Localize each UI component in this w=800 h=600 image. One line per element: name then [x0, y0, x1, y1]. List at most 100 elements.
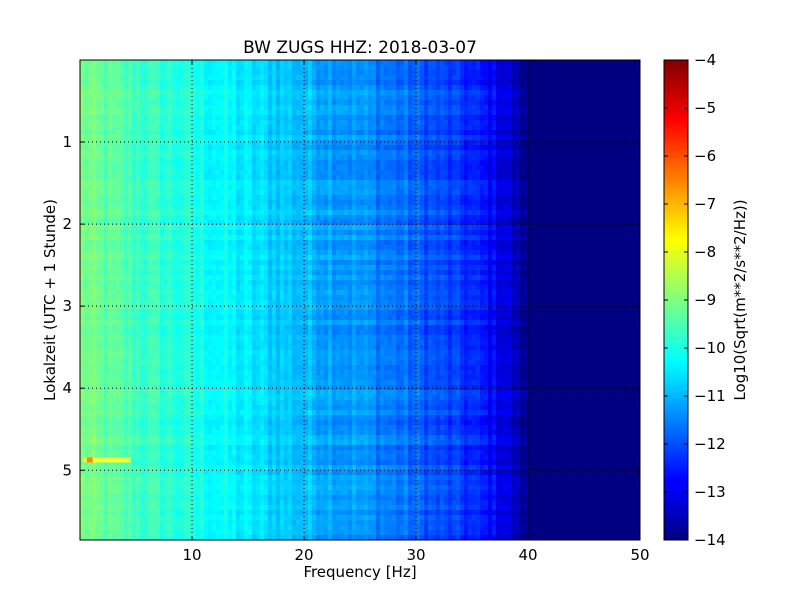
heatmap-cell — [116, 235, 121, 241]
heatmap-cell — [376, 215, 381, 221]
heatmap-cell — [512, 215, 517, 221]
heatmap-cell — [152, 230, 157, 236]
heatmap-cell — [628, 75, 633, 81]
heatmap-cell — [240, 85, 245, 91]
heatmap-cell — [312, 170, 317, 176]
heatmap-cell — [392, 165, 397, 171]
heatmap-cell — [384, 80, 389, 86]
heatmap-cell — [196, 75, 201, 81]
heatmap-cell — [280, 125, 285, 131]
heatmap-cell — [564, 125, 569, 131]
heatmap-cell — [268, 145, 273, 151]
heatmap-cell — [392, 110, 397, 116]
heatmap-cell — [584, 120, 589, 126]
heatmap-cell — [276, 135, 281, 141]
heatmap-cell — [164, 160, 169, 166]
heatmap-cell — [480, 140, 485, 146]
heatmap-cell — [104, 60, 109, 66]
heatmap-cell — [172, 155, 177, 161]
heatmap-cell — [340, 175, 345, 181]
heatmap-cell — [84, 115, 89, 121]
heatmap-cell — [564, 180, 569, 186]
heatmap-cell — [468, 220, 473, 226]
heatmap-cell — [340, 205, 345, 211]
heatmap-cell — [108, 75, 113, 81]
heatmap-cell — [504, 85, 509, 91]
heatmap-cell — [384, 200, 389, 206]
heatmap-cell — [300, 85, 305, 91]
heatmap-cell — [256, 100, 261, 106]
heatmap-cell — [448, 205, 453, 211]
heatmap-cell — [584, 185, 589, 191]
heatmap-cell — [324, 135, 329, 141]
heatmap-cell — [600, 195, 605, 201]
heatmap-cell — [356, 90, 361, 96]
heatmap-cell — [88, 235, 93, 241]
heatmap-cell — [340, 65, 345, 71]
heatmap-cell — [136, 105, 141, 111]
heatmap-cell — [256, 75, 261, 81]
heatmap-cell — [200, 160, 205, 166]
heatmap-cell — [292, 110, 297, 116]
heatmap-cell — [524, 105, 529, 111]
heatmap-cell — [392, 185, 397, 191]
heatmap-cell — [312, 155, 317, 161]
heatmap-cell — [136, 90, 141, 96]
heatmap-cell — [280, 180, 285, 186]
heatmap-cell — [276, 70, 281, 76]
heatmap-cell — [604, 60, 609, 66]
heatmap-cell — [300, 235, 305, 241]
heatmap-cell — [204, 140, 209, 146]
heatmap-cell — [544, 65, 549, 71]
heatmap-cell — [168, 160, 173, 166]
heatmap-cell — [216, 225, 221, 231]
heatmap-cell — [272, 90, 277, 96]
heatmap-cell — [532, 105, 537, 111]
heatmap-cell — [628, 205, 633, 211]
heatmap-cell — [104, 95, 109, 101]
heatmap-cell — [136, 170, 141, 176]
heatmap-cell — [552, 150, 557, 156]
heatmap-cell — [100, 155, 105, 161]
heatmap-cell — [316, 105, 321, 111]
heatmap-cell — [296, 200, 301, 206]
heatmap-cell — [352, 215, 357, 221]
heatmap-cell — [372, 220, 377, 226]
heatmap-cell — [388, 65, 393, 71]
heatmap-cell — [376, 85, 381, 91]
heatmap-cell — [504, 190, 509, 196]
heatmap-cell — [596, 120, 601, 126]
heatmap-cell — [436, 195, 441, 201]
heatmap-cell — [528, 175, 533, 181]
heatmap-cell — [624, 205, 629, 211]
heatmap-cell — [356, 220, 361, 226]
heatmap-cell — [152, 215, 157, 221]
heatmap-cell — [432, 170, 437, 176]
heatmap-cell — [440, 190, 445, 196]
heatmap-cell — [500, 65, 505, 71]
heatmap-cell — [472, 230, 477, 236]
heatmap-cell — [292, 160, 297, 166]
heatmap-cell — [128, 220, 133, 226]
heatmap-cell — [112, 125, 117, 131]
heatmap-cell — [580, 100, 585, 106]
heatmap-cell — [448, 175, 453, 181]
heatmap-cell — [592, 115, 597, 121]
heatmap-cell — [240, 115, 245, 121]
heatmap-cell — [608, 60, 613, 66]
heatmap-cell — [80, 100, 85, 106]
heatmap-cell — [464, 220, 469, 226]
heatmap-cell — [580, 225, 585, 231]
heatmap-cell — [224, 205, 229, 211]
heatmap-cell — [252, 70, 257, 76]
heatmap-cell — [212, 150, 217, 156]
heatmap-cell — [116, 85, 121, 91]
heatmap-cell — [432, 120, 437, 126]
heatmap-cell — [492, 100, 497, 106]
heatmap-cell — [392, 85, 397, 91]
heatmap-cell — [480, 230, 485, 236]
heatmap-cell — [572, 185, 577, 191]
heatmap-cell — [476, 120, 481, 126]
heatmap-cell — [168, 145, 173, 151]
heatmap-cell — [152, 100, 157, 106]
